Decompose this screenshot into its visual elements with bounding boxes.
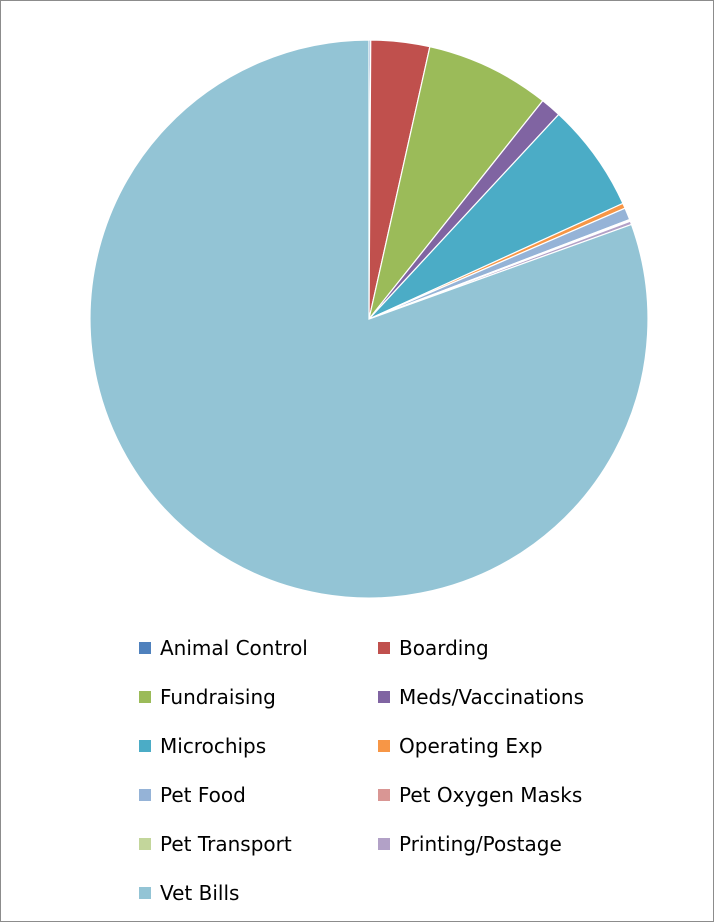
legend-label: Microchips bbox=[160, 734, 267, 758]
legend-swatch bbox=[378, 691, 390, 703]
legend-item-vet-bills: Vet Bills bbox=[139, 878, 239, 908]
legend-label: Meds/Vaccinations bbox=[399, 685, 585, 709]
legend-swatch bbox=[139, 789, 151, 801]
legend-label: Pet Food bbox=[160, 783, 246, 807]
legend-label: Boarding bbox=[399, 636, 489, 660]
legend-label: Operating Exp bbox=[399, 734, 543, 758]
legend-item-pet-food: Pet Food bbox=[139, 780, 246, 810]
legend-swatch bbox=[378, 642, 390, 654]
legend-swatch bbox=[139, 691, 151, 703]
legend-swatch bbox=[378, 789, 390, 801]
legend-item-pet-transport: Pet Transport bbox=[139, 829, 292, 859]
pie-slice-vet-bills bbox=[89, 39, 649, 599]
legend-item-animal-control: Animal Control bbox=[139, 633, 308, 663]
legend-label: Fundraising bbox=[160, 685, 276, 709]
legend-swatch bbox=[139, 838, 151, 850]
legend-item-meds-vaccinations: Meds/Vaccinations bbox=[378, 682, 584, 712]
legend-swatch bbox=[378, 740, 390, 752]
legend-item-microchips: Microchips bbox=[139, 731, 266, 761]
legend-swatch bbox=[139, 642, 151, 654]
legend-item-fundraising: Fundraising bbox=[139, 682, 276, 712]
legend-label: Vet Bills bbox=[160, 881, 240, 905]
legend-item-pet-oxygen-masks: Pet Oxygen Masks bbox=[378, 780, 582, 810]
legend-item-operating-exp: Operating Exp bbox=[378, 731, 543, 761]
legend-label: Printing/Postage bbox=[399, 832, 562, 856]
legend-swatch bbox=[378, 838, 390, 850]
pie-chart bbox=[89, 39, 649, 599]
pie-slice-fundraising bbox=[368, 46, 544, 320]
legend-label: Pet Transport bbox=[160, 832, 292, 856]
legend-swatch bbox=[139, 887, 151, 899]
legend-item-boarding: Boarding bbox=[378, 633, 489, 663]
legend-swatch bbox=[139, 740, 151, 752]
legend-label: Pet Oxygen Masks bbox=[399, 783, 583, 807]
legend-item-printing-postage: Printing/Postage bbox=[378, 829, 562, 859]
legend-label: Animal Control bbox=[160, 636, 308, 660]
